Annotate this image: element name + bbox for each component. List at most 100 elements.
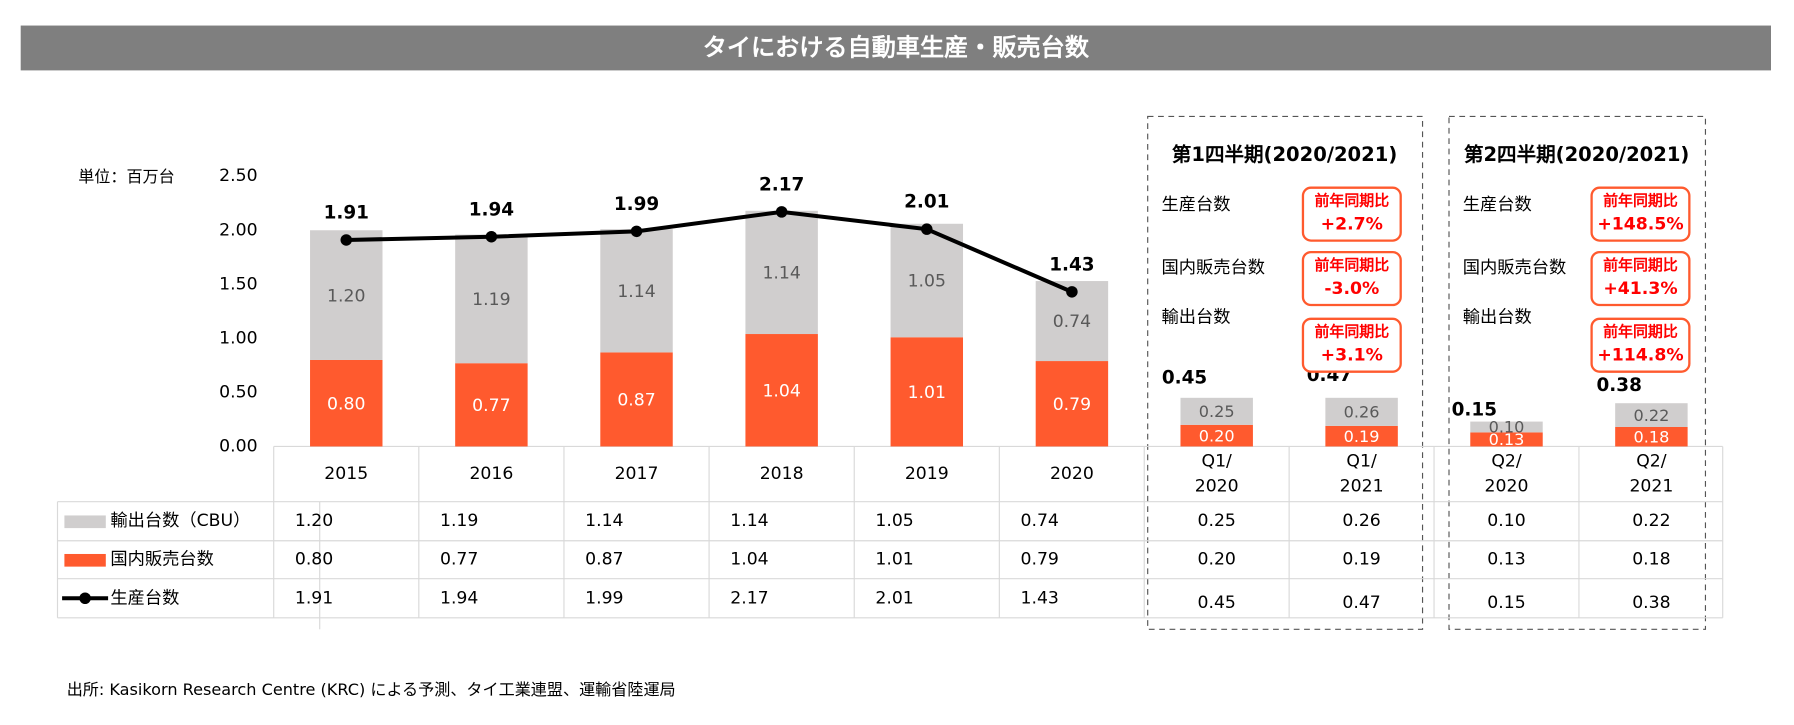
table-cell: 0.10	[1487, 511, 1525, 531]
bar	[310, 359, 383, 447]
table-cell: 0.77	[440, 550, 478, 570]
table-cell: 0.26	[1342, 511, 1380, 531]
data-label: 1.04	[762, 381, 800, 401]
data-label: 0.77	[472, 396, 510, 416]
x-tick-label: 2016	[469, 464, 513, 484]
table-cell: 0.38	[1632, 593, 1670, 613]
legend-label: 生産台数	[110, 588, 179, 608]
annotation-box	[1301, 250, 1402, 307]
line-point	[630, 225, 643, 238]
bar	[455, 234, 528, 364]
table-cell: 0.74	[1021, 511, 1059, 531]
x-tick-label: Q1/2020	[1195, 451, 1239, 496]
table-cell: 1.05	[875, 511, 913, 531]
table-cell: 0.80	[295, 550, 333, 570]
line	[346, 209, 1073, 294]
annotation-change-label: 前年同期比	[1603, 256, 1678, 274]
x-tick-label: Q1/2021	[1340, 451, 1384, 496]
data-label: 0.13	[1489, 430, 1525, 449]
bar	[1325, 425, 1398, 447]
total-label: 0.38	[1597, 375, 1642, 396]
bar	[890, 337, 964, 447]
total-label: 1.43	[1049, 254, 1094, 275]
table-cell: 1.04	[730, 550, 768, 570]
table-cell: 1.14	[730, 511, 768, 531]
legend-label: 輸出台数（CBU）	[110, 511, 250, 531]
data-label: 0.80	[327, 394, 365, 414]
total-label: 1.91	[324, 203, 369, 224]
bar	[600, 229, 673, 353]
table-cell: 0.19	[1342, 550, 1380, 570]
data-label: 0.18	[1633, 427, 1669, 446]
annotation-change-label: 前年同期比	[1314, 192, 1389, 210]
annotation-change-label: 前年同期比	[1603, 323, 1678, 341]
data-label: 1.05	[908, 272, 946, 292]
total-label: 2.01	[904, 192, 949, 213]
annotation-change: +114.8%	[1597, 346, 1683, 366]
x-tick-label: 2017	[615, 464, 659, 484]
panel-box	[1147, 115, 1424, 630]
annotation-box	[1590, 250, 1691, 307]
annotation-change-label: 前年同期比	[1314, 323, 1389, 341]
annotation-change: +148.5%	[1597, 215, 1683, 235]
table-cell: 1.20	[295, 511, 333, 531]
y-tick-label: 0.00	[219, 436, 257, 456]
panel-box	[1448, 115, 1707, 630]
bar	[1615, 403, 1688, 427]
annotation-box	[1301, 186, 1402, 242]
x-tick-label: Q2/2021	[1629, 451, 1673, 496]
x-tick-label: 2018	[760, 464, 804, 484]
data-label: 0.22	[1633, 406, 1669, 425]
y-tick-label: 2.50	[219, 166, 257, 186]
table-cell: 0.25	[1197, 511, 1235, 531]
bar	[1470, 421, 1543, 433]
bar	[1615, 426, 1688, 447]
table-cell: 1.99	[585, 588, 623, 608]
annotation-change: +3.1%	[1321, 346, 1383, 366]
total-label: 1.99	[614, 194, 659, 215]
bar	[1180, 397, 1253, 425]
bar	[890, 223, 964, 338]
table-cell: 1.19	[440, 511, 478, 531]
line-point	[340, 234, 353, 246]
bar	[455, 363, 528, 447]
chart-title: タイにおける自動車生産・販売台数	[703, 34, 1090, 62]
total-label: 1.94	[469, 199, 514, 220]
bar	[1470, 432, 1543, 447]
table-cell: 0.47	[1342, 593, 1380, 613]
table-cell: 0.79	[1021, 550, 1059, 570]
legend-swatch	[79, 592, 91, 604]
annotation-change-label: 前年同期比	[1314, 256, 1389, 274]
bar	[1035, 361, 1109, 447]
data-label: 0.19	[1344, 427, 1380, 446]
total-label: 0.15	[1452, 400, 1497, 421]
data-label: 1.14	[617, 282, 655, 302]
annotation-label: 輸出台数	[1162, 308, 1231, 328]
annotation-change: +41.3%	[1603, 279, 1677, 299]
y-tick-label: 2.00	[219, 220, 257, 240]
panel-title: 第1四半期(2020/2021)	[1172, 143, 1397, 166]
table-cell: 0.87	[585, 550, 623, 570]
table-cell: 1.94	[440, 588, 478, 608]
annotation-box	[1301, 317, 1402, 373]
table-cell: 2.17	[730, 588, 768, 608]
annotation-box	[1590, 186, 1691, 242]
data-label: 0.20	[1199, 426, 1235, 445]
data-label: 1.20	[327, 286, 365, 306]
x-tick-label: 2015	[324, 464, 368, 484]
data-label: 1.19	[472, 290, 510, 310]
data-label: 0.25	[1199, 402, 1235, 421]
bar	[745, 334, 818, 447]
annotation-change-label: 前年同期比	[1603, 192, 1678, 210]
table-cell: 1.91	[295, 588, 333, 608]
line-point	[775, 206, 788, 218]
source: 出所: Kasikorn Research Centre (KRC) による予測…	[67, 680, 676, 699]
line-point	[921, 223, 933, 235]
data-label: 1.01	[908, 383, 946, 403]
table-cell: 1.14	[585, 511, 623, 531]
annotation-change: -3.0%	[1324, 279, 1379, 299]
bar	[310, 230, 383, 360]
unit-label: 単位：百万台	[78, 167, 175, 186]
data-label: 0.74	[1053, 312, 1091, 332]
